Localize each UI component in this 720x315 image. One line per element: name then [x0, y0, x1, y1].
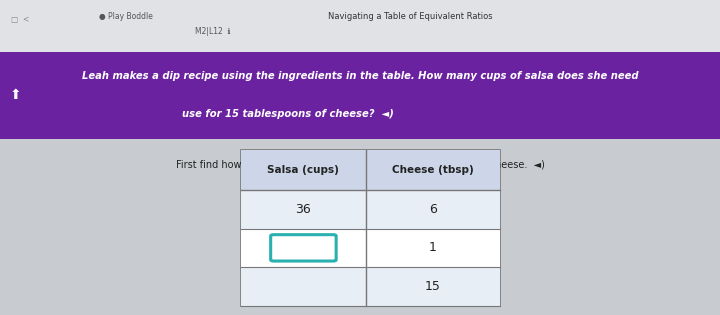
Text: □  <: □ < [11, 15, 29, 24]
Bar [241, 267, 500, 306]
Text: M2|L12  ℹ: M2|L12 ℹ [194, 27, 230, 37]
Bar [241, 229, 500, 267]
Bar [0, 0, 720, 55]
Text: 36: 36 [295, 203, 311, 216]
Bar [241, 150, 500, 190]
Text: Salsa (cups): Salsa (cups) [267, 165, 339, 175]
Bar [0, 52, 720, 139]
Text: ● Play Boddle: ● Play Boddle [99, 12, 153, 21]
Bar [241, 190, 500, 229]
FancyBboxPatch shape [271, 235, 336, 261]
Text: Navigating a Table of Equivalent Ratios: Navigating a Table of Equivalent Ratios [328, 12, 492, 21]
Bar [241, 150, 500, 306]
Text: 1: 1 [429, 241, 437, 254]
Text: Cheese (tbsp): Cheese (tbsp) [392, 165, 474, 175]
Text: 15: 15 [425, 280, 441, 293]
Text: First find how many cups of salsa Leah uses for 1 tablespoon of cheese.  ◄): First find how many cups of salsa Leah u… [176, 160, 544, 170]
Text: Leah makes a dip recipe using the ingredients in the table. How many cups of sal: Leah makes a dip recipe using the ingred… [82, 71, 638, 81]
Text: 6: 6 [429, 203, 437, 216]
Text: use for 15 tablespoons of cheese?  ◄): use for 15 tablespoons of cheese? ◄) [182, 109, 394, 119]
Text: ⬆: ⬆ [10, 88, 22, 102]
